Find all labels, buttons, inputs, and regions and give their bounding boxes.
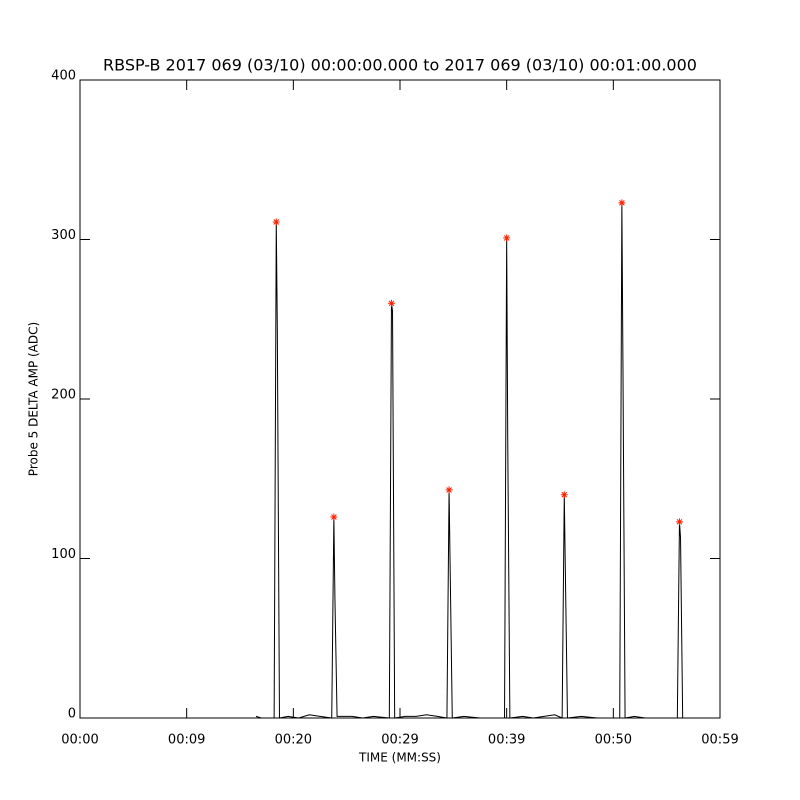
peak-marker — [387, 299, 395, 307]
peak-marker — [445, 486, 453, 494]
y-tick-label: 400 — [51, 69, 76, 84]
y-tick-label: 0 — [68, 707, 76, 722]
y-tick-label: 100 — [51, 547, 76, 562]
x-tick-label: 00:50 — [595, 733, 632, 748]
x-tick-label: 00:00 — [61, 733, 98, 748]
peak-marker — [618, 199, 626, 207]
x-tick-label: 00:39 — [488, 733, 525, 748]
peak-marker — [330, 513, 338, 521]
x-tick-label: 00:20 — [275, 733, 312, 748]
x-tick-label: 00:09 — [168, 733, 205, 748]
data-line — [255, 202, 688, 719]
y-axis-label: Probe 5 DELTA AMP (ADC) — [27, 322, 41, 476]
y-tick-label: 200 — [51, 388, 76, 403]
y-tick-label: 300 — [51, 228, 76, 243]
x-tick-label: 00:59 — [701, 733, 738, 748]
peak-marker — [272, 218, 280, 226]
x-tick-label: 00:29 — [381, 733, 418, 748]
peak-marker — [675, 518, 683, 526]
x-axis-label: TIME (MM:SS) — [358, 751, 441, 765]
chart-title: RBSP-B 2017 069 (03/10) 00:00:00.000 to … — [103, 56, 697, 75]
peak-marker — [560, 491, 568, 499]
peak-marker — [503, 234, 511, 242]
